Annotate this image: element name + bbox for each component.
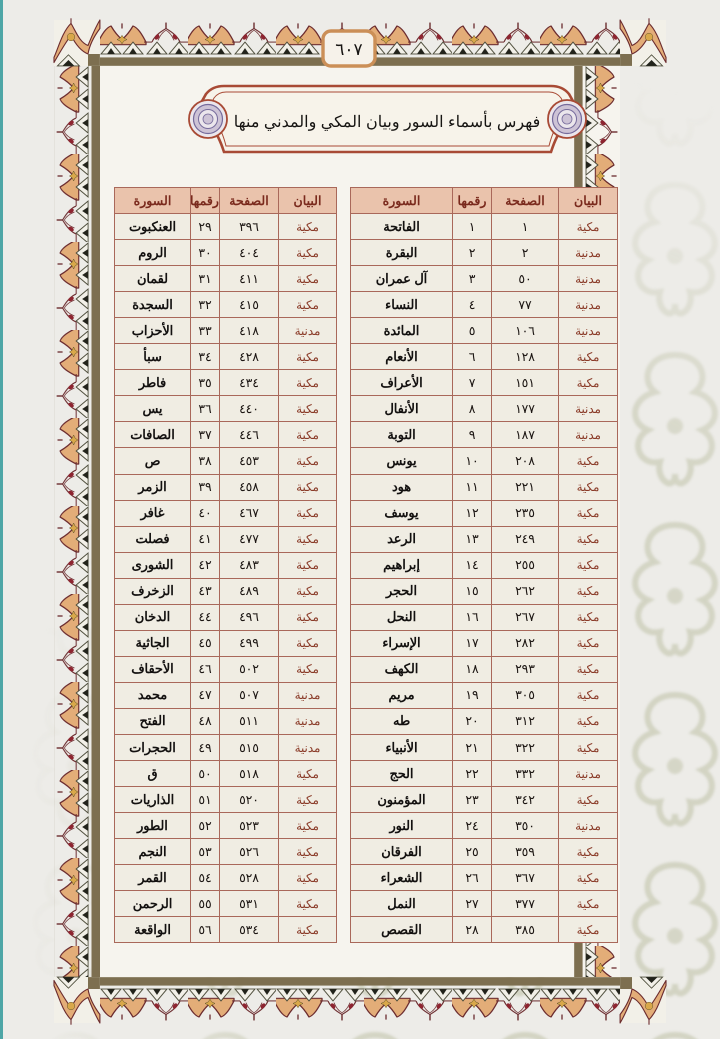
svg-text:فهرس بأسماء السور وبيان المكي: فهرس بأسماء السور وبيان المكي والمدني من… [234, 110, 541, 131]
